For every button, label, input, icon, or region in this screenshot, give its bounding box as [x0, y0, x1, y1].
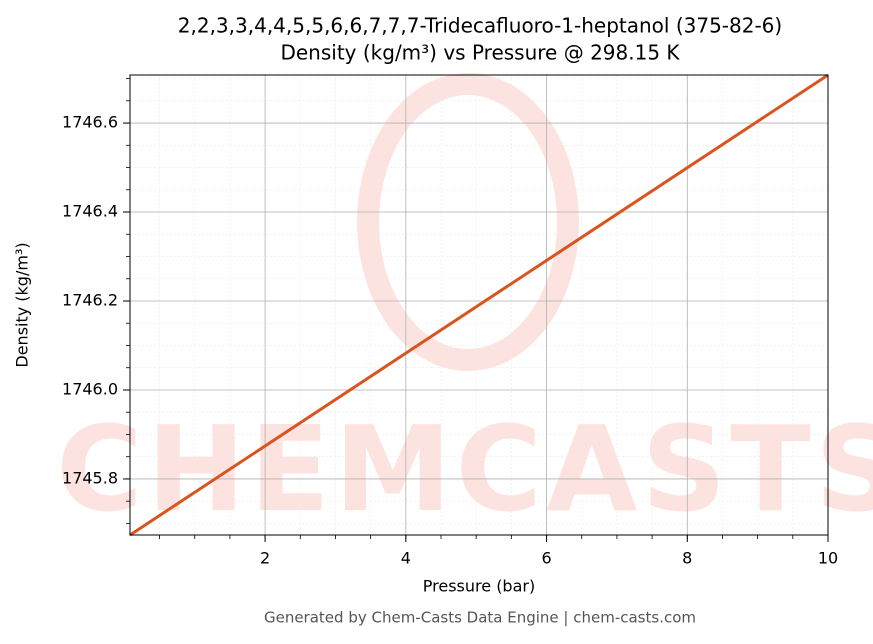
chart-subtitle: Density (kg/m³) vs Pressure @ 298.15 K	[280, 41, 680, 65]
chart-title: 2,2,3,3,4,4,5,5,6,6,7,7,7-Tridecafluoro-…	[178, 14, 782, 38]
x-tick-label: 4	[401, 549, 411, 568]
x-tick-label: 2	[260, 549, 270, 568]
y-tick-label: 1746.2	[62, 290, 118, 309]
x-axis-label: Pressure (bar)	[423, 577, 535, 596]
y-tick-label: 1745.8	[62, 468, 118, 487]
footer: Generated by Chem-Casts Data Engine | ch…	[264, 609, 696, 627]
y-axis-label: Density (kg/m³)	[13, 242, 32, 367]
y-tick-label: 1746.4	[62, 202, 118, 221]
x-tick-label: 6	[541, 549, 551, 568]
x-tick-label: 8	[682, 549, 692, 568]
y-tick-label: 1746.6	[62, 113, 118, 132]
watermark: CHEMCASTS	[56, 400, 873, 538]
watermark-logo	[357, 73, 579, 371]
y-tick-label: 1746.0	[62, 379, 118, 398]
x-tick-label: 10	[818, 549, 838, 568]
data-line	[129, 73, 829, 537]
plot-frame	[129, 74, 829, 536]
